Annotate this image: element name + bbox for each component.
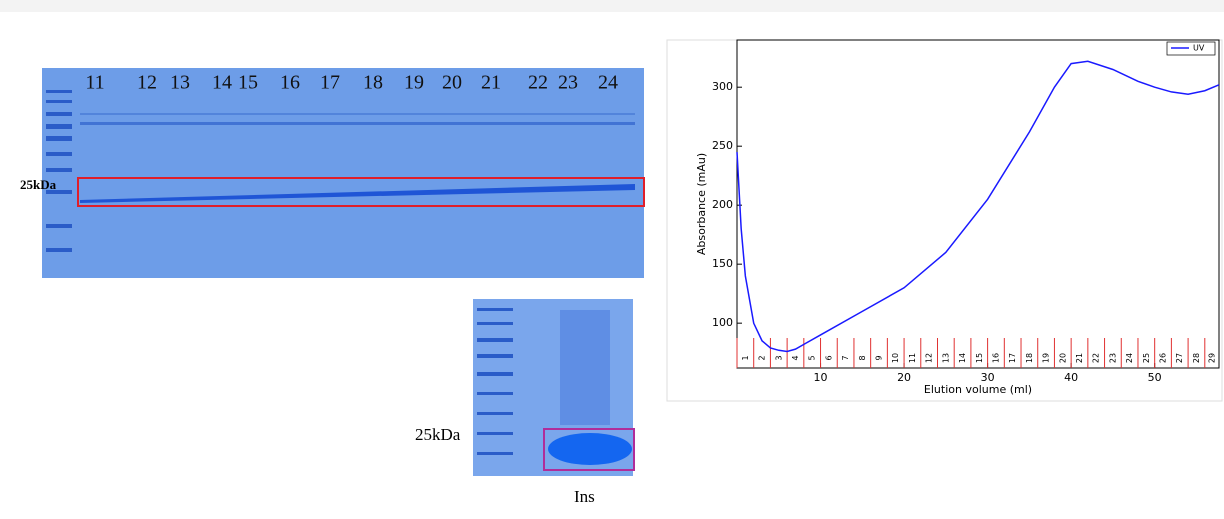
lane-label: 15 (238, 72, 258, 94)
y-tick-label: 100 (712, 316, 733, 329)
fraction-label: 2 (758, 355, 767, 360)
fraction-label: 28 (1192, 353, 1201, 363)
marker-bands (46, 90, 72, 252)
chart-panel (667, 40, 1222, 401)
fraction-label: 3 (774, 355, 783, 360)
x-axis-label: Elution volume (ml) (924, 383, 1032, 396)
fraction-label: 10 (891, 353, 900, 363)
lane-label: 18 (363, 72, 383, 94)
y-tick-label: 150 (712, 257, 733, 270)
lane-label: 14 (212, 72, 232, 94)
fraction-label: 26 (1159, 353, 1168, 363)
fraction-label: 5 (808, 355, 817, 360)
fraction-label: 21 (1075, 353, 1084, 363)
fraction-label: 8 (858, 355, 867, 360)
lane-label: 20 (442, 72, 462, 94)
lane-label: 21 (481, 72, 501, 94)
marker-label: 25kDa (20, 177, 57, 192)
lane-label: 17 (320, 72, 340, 94)
marker-label: 25kDa (415, 425, 461, 444)
lane-label: 13 (170, 72, 190, 94)
fraction-label: 29 (1207, 353, 1216, 363)
lane-label: 24 (598, 72, 618, 94)
fraction-label: 18 (1025, 353, 1034, 363)
fraction-label: 22 (1092, 353, 1101, 363)
fraction-label: 6 (824, 355, 833, 360)
fraction-label: 4 (791, 355, 800, 360)
lane-label: 12 (137, 72, 157, 94)
fraction-label: 17 (1008, 353, 1017, 363)
fraction-label: 19 (1042, 353, 1051, 363)
figure: 25kDa 1112131415161718192021222324 25kDa… (0, 0, 1224, 519)
lane-label: 16 (280, 72, 300, 94)
fraction-label: 24 (1125, 353, 1134, 363)
top-strip (0, 0, 1224, 12)
fraction-label: 20 (1058, 353, 1067, 363)
x-tick-label: 20 (897, 371, 911, 384)
fraction-label: 14 (958, 353, 967, 363)
x-tick-label: 40 (1064, 371, 1078, 384)
fraction-label: 27 (1175, 353, 1184, 363)
y-axis-label: Absorbance (mAu) (695, 153, 708, 255)
lane-label: 19 (404, 72, 424, 94)
lane-label: 11 (85, 72, 104, 94)
x-tick-label: 50 (1148, 371, 1162, 384)
fraction-label: 12 (925, 353, 934, 363)
bottom-gel: 25kDa Ins (415, 299, 634, 506)
fraction-label: 13 (941, 353, 950, 363)
x-tick-label: 10 (814, 371, 828, 384)
y-tick-label: 250 (712, 139, 733, 152)
y-tick-label: 300 (712, 80, 733, 93)
fraction-label: 11 (908, 353, 917, 363)
fraction-label: 23 (1108, 353, 1117, 363)
smear (560, 310, 610, 425)
y-tick-label: 200 (712, 198, 733, 211)
fraction-label: 1 (741, 355, 750, 360)
lane-label: Ins (574, 487, 595, 506)
lane-label: 22 (528, 72, 548, 94)
lane-label: 23 (558, 72, 578, 94)
fraction-label: 25 (1142, 353, 1151, 363)
top-gel: 25kDa 11 12 13 14 15 16 17 18 19 20 21 22 23 24 (20, 68, 644, 278)
page: 25kDa 1112131415161718192021222324 25kDa… (0, 0, 1224, 519)
gel-background (42, 68, 644, 278)
legend-label: UV (1193, 44, 1205, 53)
fraction-label: 15 (975, 353, 984, 363)
fraction-label: 7 (841, 355, 850, 360)
fraction-label: 16 (991, 353, 1000, 363)
insoluble-band (548, 433, 632, 465)
fraction-label: 9 (875, 355, 884, 360)
